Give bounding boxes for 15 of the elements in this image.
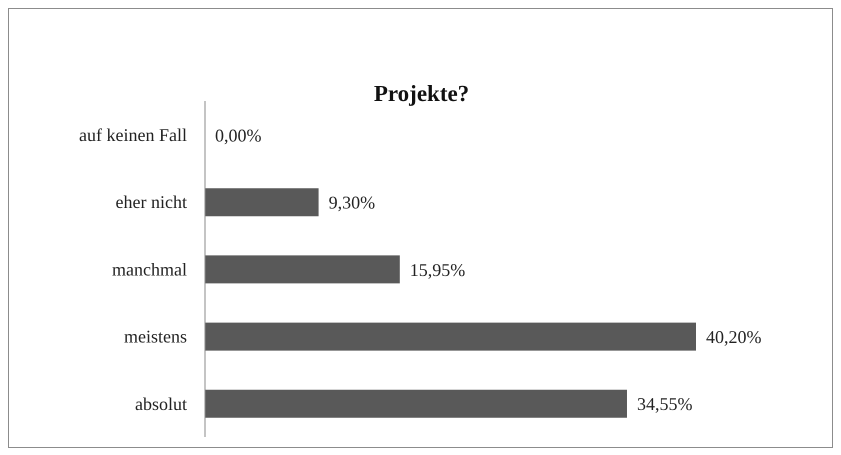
y-tick-label: absolut xyxy=(135,394,187,414)
y-tick-label: manchmal xyxy=(112,259,187,280)
data-label: 0,00% xyxy=(215,125,262,146)
data-label: 15,95% xyxy=(410,260,466,280)
y-tick-label: meistens xyxy=(124,326,187,347)
bar xyxy=(205,322,696,351)
y-tick-label: eher nicht xyxy=(116,192,187,212)
y-tick-label: auf keinen Fall xyxy=(79,124,187,145)
bar xyxy=(205,188,319,216)
data-label: 40,20% xyxy=(706,326,762,347)
bar xyxy=(205,255,400,284)
data-label: 34,55% xyxy=(636,394,692,414)
bar xyxy=(205,390,627,418)
chart-title: Projekte? xyxy=(372,81,470,107)
data-label: 9,30% xyxy=(328,192,376,213)
